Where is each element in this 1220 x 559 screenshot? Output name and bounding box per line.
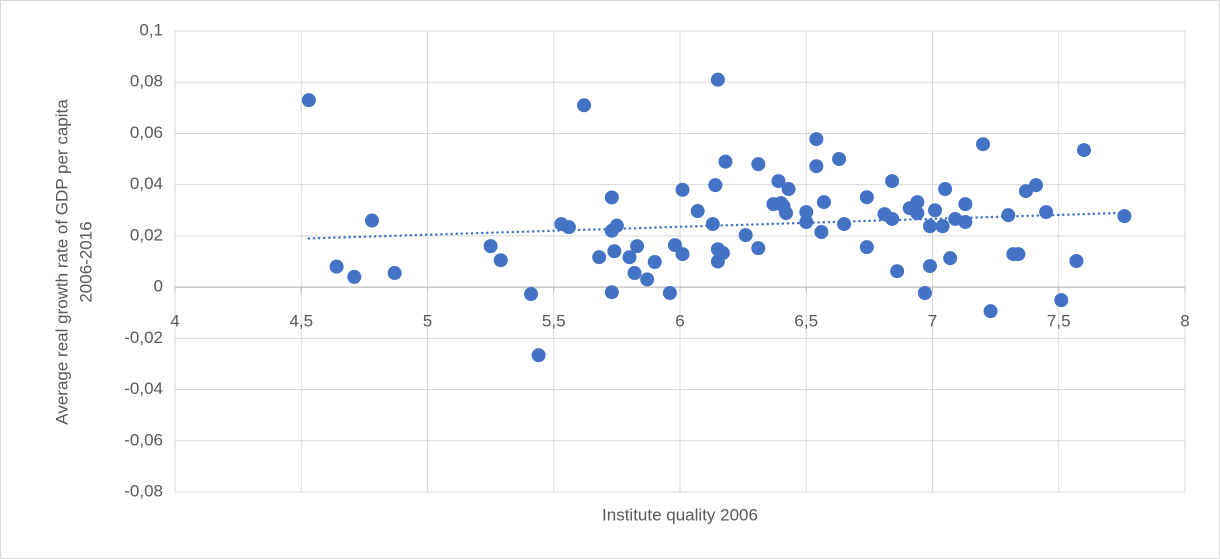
data-point bbox=[751, 157, 766, 172]
x-tick-label: 8 bbox=[1180, 312, 1189, 331]
data-point bbox=[832, 152, 847, 167]
data-point bbox=[859, 240, 874, 255]
y-tick-label: 0,08 bbox=[130, 72, 163, 91]
data-point bbox=[922, 259, 937, 274]
x-tick-label: 4,5 bbox=[289, 312, 313, 331]
x-tick-label: 7,5 bbox=[1047, 312, 1071, 331]
data-point bbox=[627, 266, 642, 281]
data-point bbox=[1117, 209, 1132, 224]
data-point bbox=[917, 286, 932, 301]
data-point bbox=[493, 253, 508, 268]
data-point bbox=[561, 220, 576, 235]
y-tick-label: -0,04 bbox=[124, 379, 163, 398]
data-point bbox=[647, 255, 662, 270]
data-point bbox=[329, 259, 344, 274]
y-tick-label: 0,02 bbox=[130, 225, 163, 244]
data-point bbox=[938, 182, 953, 197]
data-point bbox=[910, 206, 925, 221]
data-point bbox=[885, 174, 900, 189]
x-tick-label: 6 bbox=[675, 312, 684, 331]
data-point bbox=[885, 211, 900, 226]
data-point bbox=[816, 195, 831, 210]
data-point bbox=[675, 182, 690, 197]
data-point bbox=[640, 272, 655, 287]
data-point bbox=[524, 287, 539, 302]
data-point bbox=[1069, 253, 1084, 268]
data-point bbox=[771, 174, 786, 189]
data-point bbox=[943, 251, 958, 266]
x-tick-label: 5,5 bbox=[542, 312, 566, 331]
data-point bbox=[910, 195, 925, 210]
y-axis-title: 2006-2016 bbox=[76, 221, 95, 302]
y-tick-label: 0 bbox=[154, 277, 163, 296]
y-tick-label: -0,06 bbox=[124, 430, 163, 449]
data-point bbox=[607, 244, 622, 259]
data-point bbox=[592, 250, 607, 265]
data-point bbox=[935, 219, 950, 234]
x-tick-label: 6,5 bbox=[794, 312, 818, 331]
data-point bbox=[809, 132, 824, 147]
data-point bbox=[983, 304, 998, 319]
y-axis-title: Average real growth rate of GDP per capi… bbox=[52, 99, 71, 425]
data-point bbox=[301, 93, 316, 108]
data-point bbox=[781, 182, 796, 197]
y-tick-label: 0,06 bbox=[130, 123, 163, 142]
y-tick-label: 0,04 bbox=[130, 174, 163, 193]
data-point bbox=[976, 137, 990, 152]
data-point bbox=[799, 205, 814, 220]
data-point bbox=[347, 269, 362, 284]
y-tick-label: -0,08 bbox=[124, 481, 163, 500]
data-point bbox=[622, 250, 637, 265]
data-point bbox=[662, 286, 677, 301]
data-point bbox=[604, 190, 619, 205]
data-point bbox=[1029, 178, 1044, 193]
data-point bbox=[928, 203, 943, 218]
data-point bbox=[1039, 205, 1054, 220]
x-axis-title: Institute quality 2006 bbox=[602, 505, 758, 524]
data-point bbox=[1077, 143, 1091, 158]
data-point bbox=[630, 239, 645, 254]
x-tick-label: 4 bbox=[170, 312, 179, 331]
data-point bbox=[1011, 247, 1026, 262]
data-point bbox=[958, 197, 973, 212]
data-point bbox=[577, 98, 592, 113]
data-point bbox=[809, 159, 824, 174]
data-point bbox=[690, 204, 705, 219]
data-point bbox=[483, 239, 498, 254]
x-tick-label: 5 bbox=[423, 312, 432, 331]
data-point bbox=[387, 266, 402, 281]
data-point bbox=[859, 190, 874, 205]
data-point bbox=[710, 72, 725, 87]
x-tick-label: 7 bbox=[928, 312, 937, 331]
data-point bbox=[718, 154, 733, 169]
data-point bbox=[1001, 208, 1016, 223]
data-point bbox=[675, 247, 690, 262]
data-point bbox=[922, 219, 937, 234]
data-point bbox=[958, 215, 973, 230]
data-point bbox=[738, 228, 753, 243]
data-point bbox=[364, 213, 379, 228]
data-point bbox=[715, 246, 730, 261]
data-point bbox=[890, 264, 905, 279]
data-point bbox=[609, 218, 624, 233]
data-point bbox=[837, 217, 852, 232]
data-point bbox=[705, 217, 720, 232]
y-tick-label: -0,02 bbox=[124, 328, 163, 347]
data-point bbox=[1054, 293, 1069, 308]
y-tick-label: 0,1 bbox=[139, 20, 163, 39]
data-point bbox=[1018, 184, 1033, 199]
data-point bbox=[531, 348, 546, 363]
data-point bbox=[751, 241, 766, 256]
data-point bbox=[779, 206, 794, 221]
data-point bbox=[799, 215, 814, 230]
data-point bbox=[814, 225, 829, 240]
data-point bbox=[708, 178, 723, 193]
data-point bbox=[604, 285, 619, 300]
